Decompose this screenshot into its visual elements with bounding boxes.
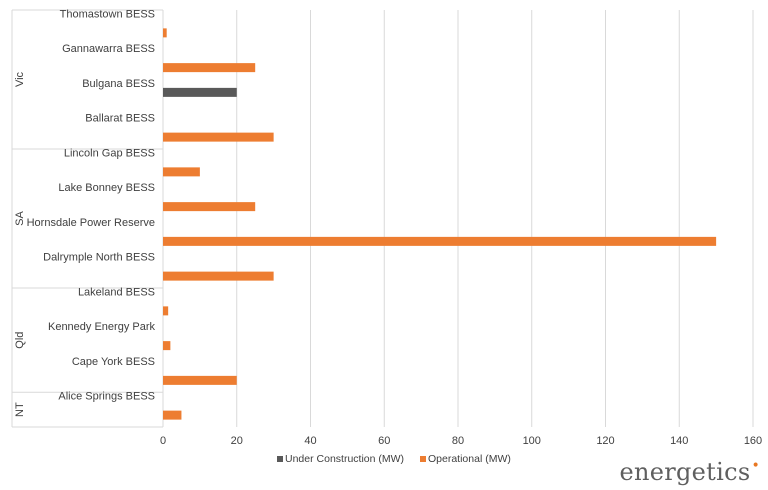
- category-label: Cape York BESS: [72, 356, 155, 368]
- category-label: Lakeland BESS: [78, 286, 155, 298]
- legend: Under Construction (MW) Operational (MW): [277, 453, 511, 465]
- legend-label: Operational (MW): [428, 453, 511, 465]
- bar: [163, 341, 171, 351]
- bar: [163, 410, 182, 420]
- bars: [163, 28, 717, 420]
- x-tick-label: 120: [596, 435, 614, 447]
- bar: [163, 167, 200, 177]
- group-labels: Vic SA Qld NT: [14, 71, 26, 416]
- category-label: Hornsdale Power Reserve: [27, 217, 155, 229]
- gridlines: [162, 10, 754, 427]
- group-label: NT: [14, 402, 26, 417]
- logo-text: energetics: [619, 458, 751, 486]
- logo-dot: •: [751, 458, 760, 474]
- x-tick-label: 20: [231, 435, 243, 447]
- category-label: Dalrymple North BESS: [43, 252, 155, 264]
- bar: [163, 202, 256, 212]
- energetics-logo: energetics•: [619, 458, 760, 486]
- x-tick-label: 140: [670, 435, 688, 447]
- group-label: SA: [14, 211, 26, 226]
- category-label: Thomastown BESS: [60, 8, 155, 20]
- x-tick-label: 160: [744, 435, 762, 447]
- category-label: Alice Springs BESS: [58, 391, 155, 403]
- legend-swatch: [420, 456, 426, 462]
- bar: [163, 28, 167, 38]
- bar: [163, 63, 256, 73]
- bar: [163, 87, 237, 97]
- category-label: Bulgana BESS: [82, 78, 155, 90]
- x-tick-label: 100: [523, 435, 541, 447]
- category-labels: Thomastown BESS Gannawarra BESS Bulgana BE…: [27, 8, 156, 402]
- category-label: Kennedy Energy Park: [48, 321, 156, 333]
- x-tick-labels: 0 20 40 60 80 100 120 140 160: [160, 435, 762, 447]
- bar: [163, 132, 274, 142]
- bar: [163, 306, 169, 316]
- category-label: Gannawarra BESS: [62, 43, 155, 55]
- category-label: Ballarat BESS: [85, 113, 155, 125]
- x-tick-label: 0: [160, 435, 166, 447]
- x-tick-label: 80: [452, 435, 464, 447]
- bar: [163, 375, 237, 385]
- category-label: Lincoln Gap BESS: [64, 147, 155, 159]
- category-label: Lake Bonney BESS: [58, 182, 155, 194]
- x-tick-label: 60: [378, 435, 390, 447]
- group-dividers: [11, 9, 163, 428]
- legend-swatch: [277, 456, 283, 462]
- legend-label: Under Construction (MW): [285, 453, 404, 465]
- group-label: Vic: [14, 71, 26, 87]
- x-tick-label: 40: [304, 435, 316, 447]
- bar: [163, 236, 717, 246]
- bar: [163, 271, 274, 281]
- group-label: Qld: [14, 332, 26, 349]
